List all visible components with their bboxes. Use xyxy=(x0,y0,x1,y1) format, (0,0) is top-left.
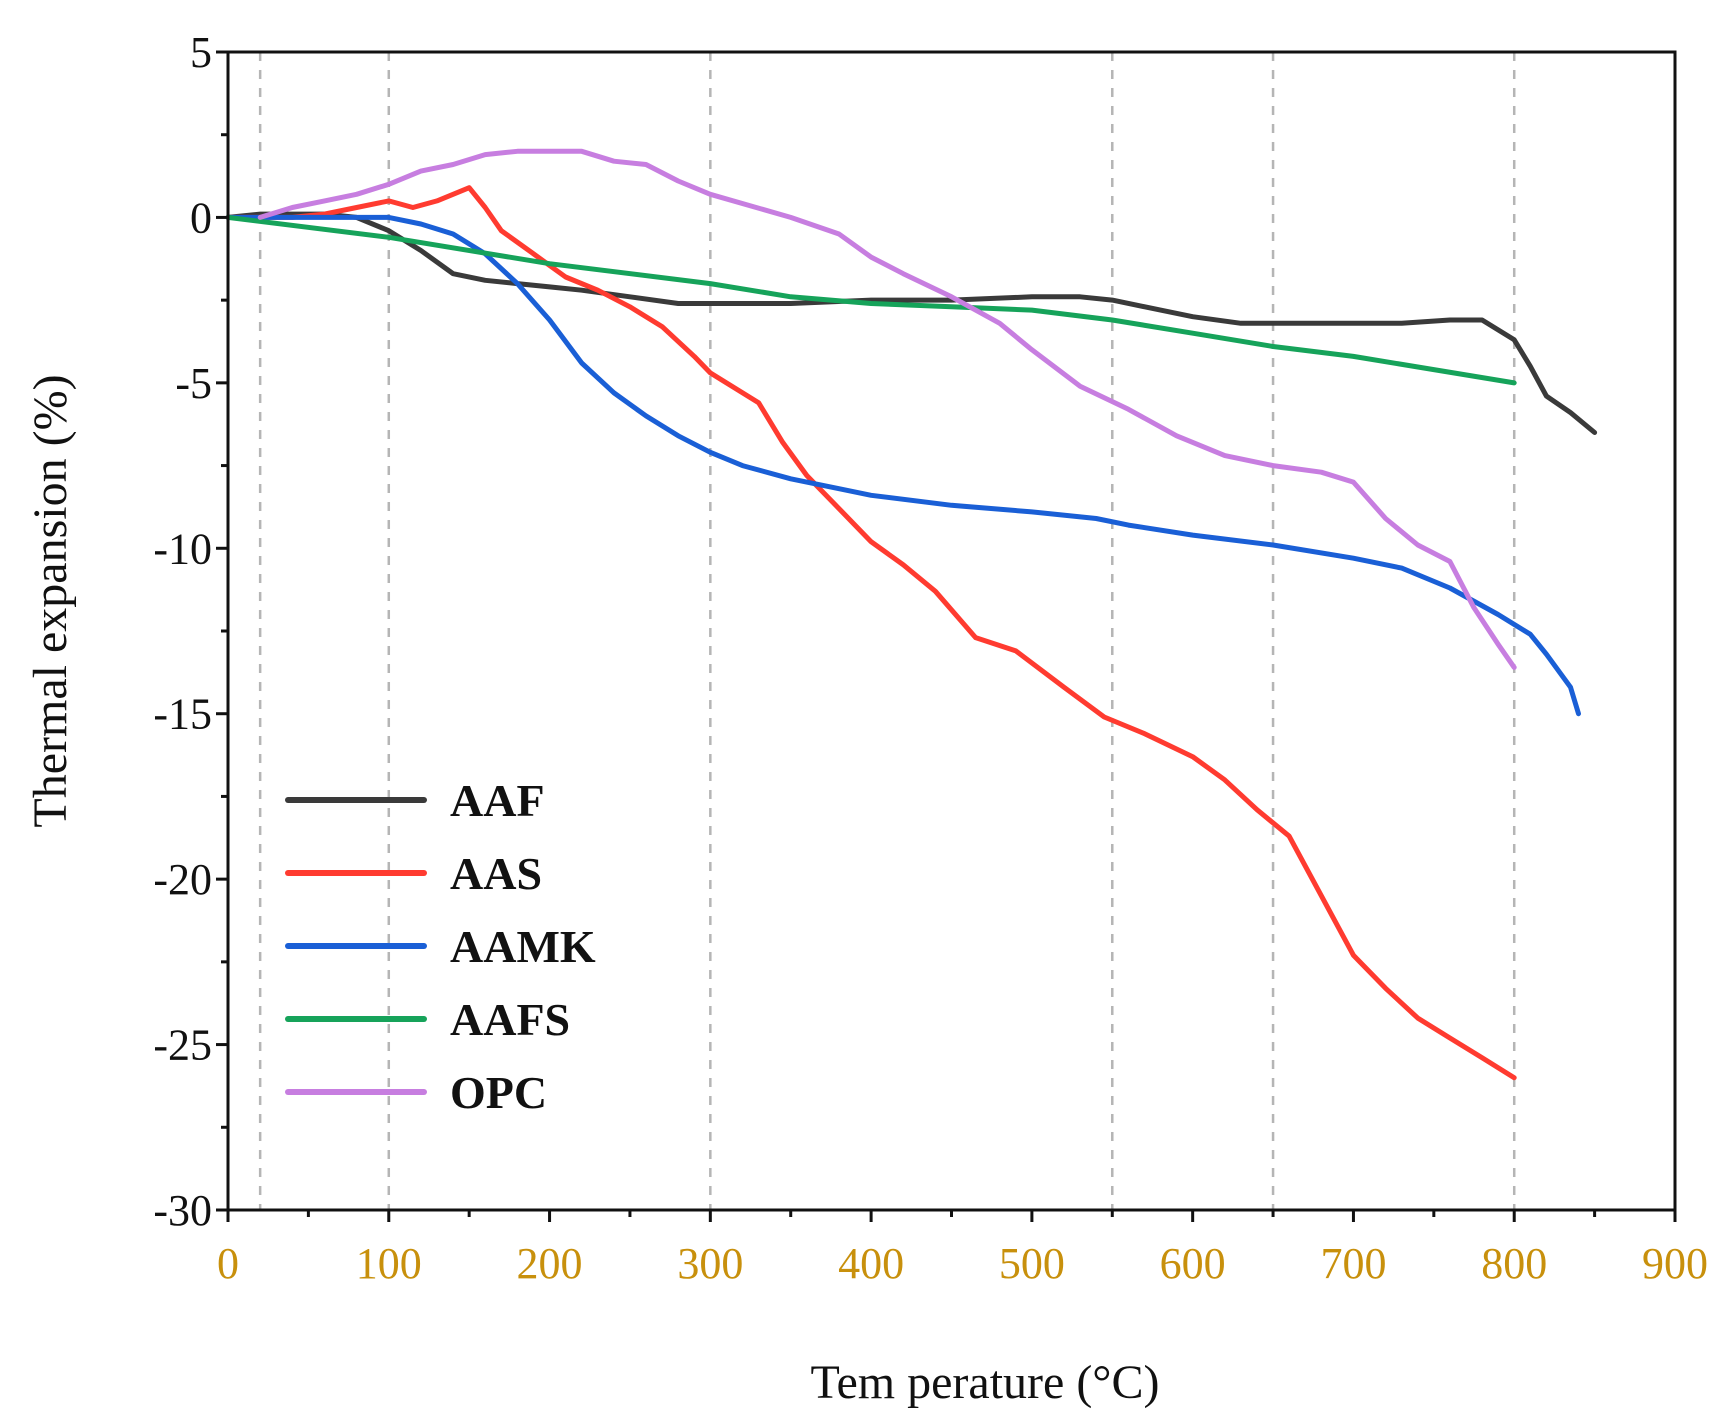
y-tick-label: -25 xyxy=(153,1021,212,1070)
y-tick-label: -20 xyxy=(153,855,212,904)
y-tick-label: -5 xyxy=(175,359,212,408)
series-line-aaf xyxy=(225,211,1598,435)
series-line-aas xyxy=(225,185,1517,1081)
series-line-opc xyxy=(257,148,1517,670)
y-tick-label: -30 xyxy=(153,1186,212,1235)
x-tick-label: 900 xyxy=(1642,1239,1708,1288)
legend-label-aamk: AAMK xyxy=(450,921,596,972)
series-line-aafs xyxy=(225,214,1517,386)
y-tick-label: -15 xyxy=(153,690,212,739)
x-tick-label: 400 xyxy=(838,1239,904,1288)
x-tick-label: 100 xyxy=(356,1239,422,1288)
y-tick-label: 0 xyxy=(190,193,212,242)
series-group xyxy=(225,148,1598,1081)
y-axis: 5 0 -5 -10 -15 -20 -25 -30 xyxy=(153,28,228,1235)
x-tick-label: 0 xyxy=(217,1239,239,1288)
y-tick-label: -10 xyxy=(153,524,212,573)
x-axis-label: Tem perature (°C) xyxy=(810,1356,1159,1409)
legend-label-opc: OPC xyxy=(450,1067,547,1118)
legend-label-aaf: AAF xyxy=(450,775,545,826)
x-tick-label: 800 xyxy=(1481,1239,1547,1288)
x-tick-label: 300 xyxy=(677,1239,743,1288)
x-axis: 0 100 200 300 400 500 600 700 800 900 xyxy=(217,1210,1708,1288)
x-tick-label: 200 xyxy=(517,1239,583,1288)
x-tick-label: 600 xyxy=(1160,1239,1226,1288)
legend-label-aas: AAS xyxy=(450,848,542,899)
x-tick-label: 500 xyxy=(999,1239,1065,1288)
reference-lines xyxy=(258,52,1516,1210)
series-line-aamk xyxy=(225,214,1581,717)
y-tick-label: 5 xyxy=(190,28,212,77)
legend-label-aafs: AAFS xyxy=(450,994,570,1045)
plot-frame xyxy=(226,50,1677,1212)
legend: AAF AAS AAMK AAFS OPC xyxy=(285,775,596,1118)
x-tick-label: 700 xyxy=(1320,1239,1386,1288)
y-axis-label: Thermal expansion (%) xyxy=(24,374,77,827)
